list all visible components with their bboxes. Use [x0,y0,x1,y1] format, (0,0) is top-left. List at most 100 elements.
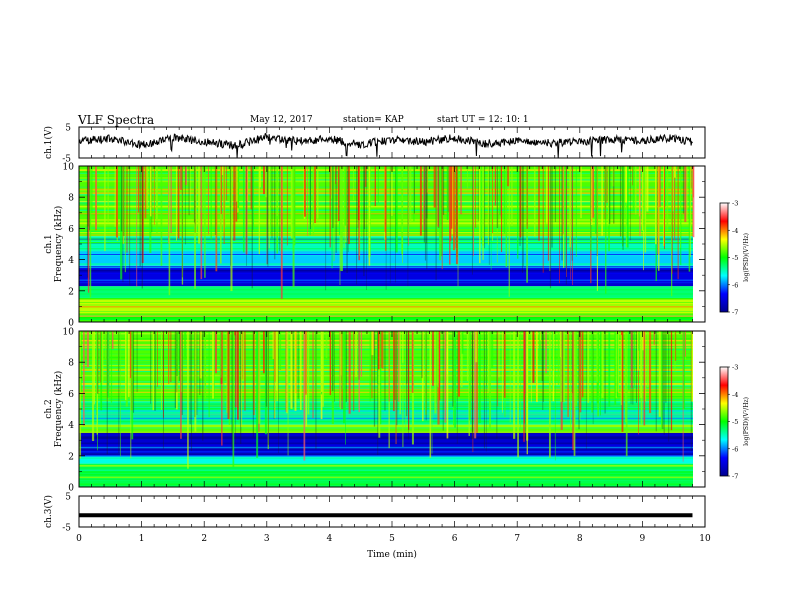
psd-spike [451,166,454,235]
psd-spike [433,166,436,208]
psd-dark-spike [426,166,428,244]
psd-line [79,304,693,307]
psd-spike [625,331,628,457]
psd-line [79,382,693,385]
psd-dark-spike [332,331,334,392]
y-tick-label: 0 [68,319,74,329]
psd-dark-spike [174,331,177,408]
colorbar-tick-label: -4 [732,227,738,235]
psd-spike [446,331,449,439]
psd-spike [439,166,441,261]
psd-dark-spike [191,331,193,452]
psd-dark-spike [542,331,544,411]
psd-spike [303,331,306,461]
psd-texture [79,331,693,485]
psd-dark-spike [235,331,236,444]
psd-spike [401,166,404,255]
psd-spike [634,331,636,388]
psd-line [79,451,693,452]
y-axis-label: ch.2 [44,399,54,418]
psd-dark-spike [471,331,473,439]
psd-spike [212,331,214,399]
x-axis-label: Time (min) [367,549,417,560]
psd-dark-spike [194,166,196,233]
psd-spike [479,166,481,264]
psd-line [79,384,693,387]
psd-spike [204,331,206,402]
psd-dark-spike [358,331,360,380]
psd-dark-spike [551,166,553,248]
psd-dark-spike [407,166,409,287]
psd-dark-spike [622,166,624,250]
psd-dark-spike [389,166,391,284]
psd-dark-spike [596,166,598,257]
psd-spike [671,166,673,297]
psd-spike [189,166,191,212]
psd-line [79,344,693,346]
y-tick-label: -5 [62,524,71,534]
psd-spike [671,166,673,275]
psd-dark-spike [181,331,183,416]
psd-dark-spike [123,166,125,236]
psd-spike [290,166,293,239]
psd-spike [513,331,516,439]
x-tick-label: 3 [264,534,270,544]
psd-dark-spike [297,331,299,399]
psd-dark-spike [345,331,347,403]
psd-line [79,251,693,253]
y-tick-label: 10 [63,163,75,173]
psd-spike [682,331,685,409]
psd-spike [642,166,644,231]
psd-spike [466,331,468,382]
psd-spike [368,166,371,266]
psd-dark-spike [176,331,178,393]
psd-dark-spike [185,166,186,245]
psd-dark-spike [384,331,386,411]
psd-spike [276,166,278,217]
psd-dark-spike [267,166,269,267]
psd-spike [276,331,279,401]
psd-line [79,369,693,372]
psd-spike [503,166,506,234]
chart-title: VLF Spectra [78,113,155,127]
psd-dark-spike [179,331,180,381]
psd-spike [684,331,686,357]
psd-spike [429,331,432,458]
psd-spike [137,166,140,213]
psd-spike [290,331,293,409]
psd-spike [391,166,393,216]
psd-spike [111,331,114,350]
psd-spike [119,331,121,457]
psd-spike [625,166,628,203]
psd-spike [221,166,224,176]
psd-line [79,430,693,432]
psd-spike [280,166,283,299]
psd-spike [449,166,452,242]
psd-line [79,432,693,434]
psd-dark-spike [406,331,408,417]
psd-spike [625,331,627,423]
psd-spike [125,331,128,407]
psd-spike [562,331,565,403]
psd-spike [114,166,116,227]
psd-spike [320,331,323,392]
psd-spike [168,331,170,384]
psd-spike [492,166,494,234]
psd-spike [630,331,633,388]
psd-spike [564,166,566,268]
psd-spike [335,166,337,185]
psd-spike [122,166,125,244]
psd-dark-spike [406,331,408,384]
psd-spike [250,166,252,210]
psd-spike [144,166,147,219]
psd-line [79,257,693,259]
psd-dark-spike [151,166,153,233]
psd-spike [377,166,379,203]
psd-spike [120,166,123,280]
psd-spike [450,166,453,229]
psd-dark-spike [629,166,631,241]
psd-spike [596,331,598,383]
psd-spike [110,331,113,403]
psd-line [79,442,693,445]
